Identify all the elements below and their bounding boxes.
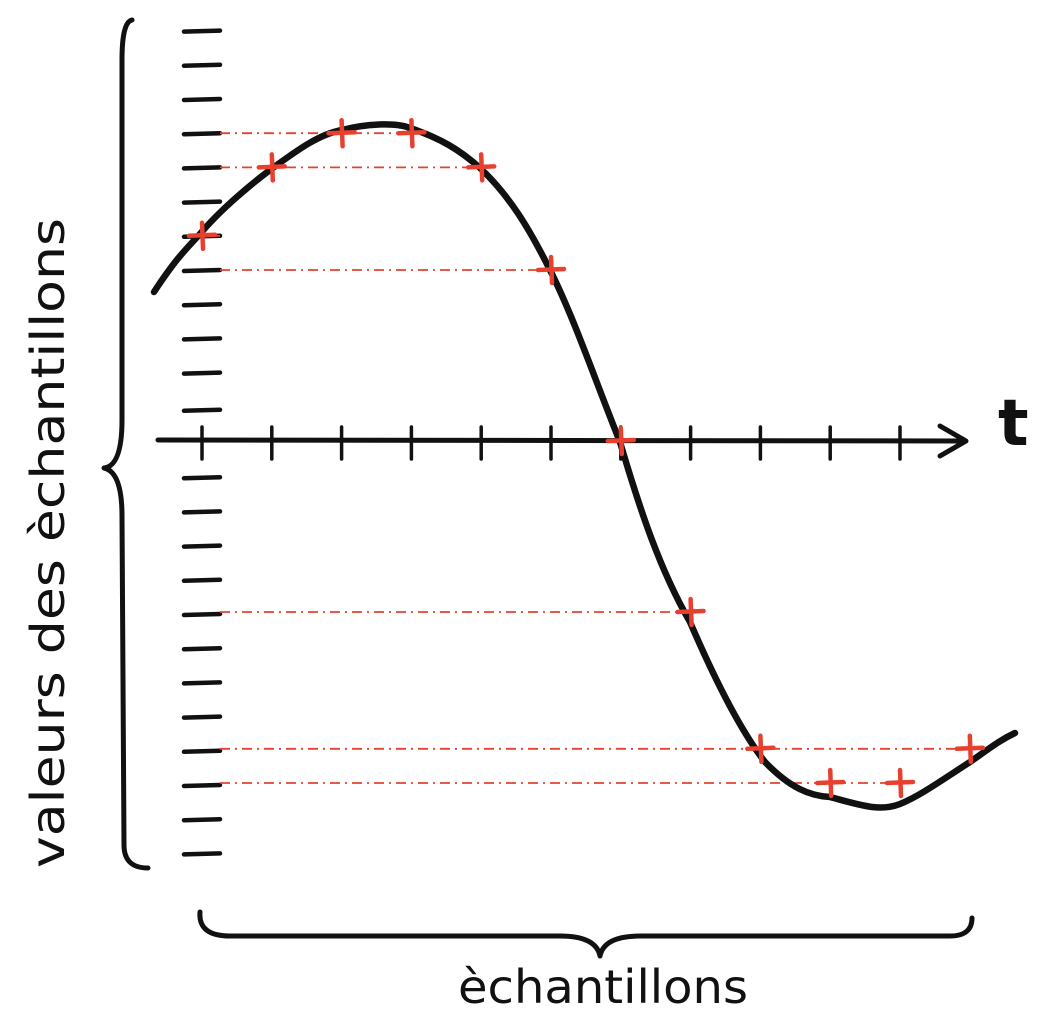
sample-marker	[814, 767, 846, 799]
t-axis-line	[155, 437, 965, 444]
y-tick	[181, 645, 223, 652]
y-tick	[181, 543, 223, 549]
y-tick	[181, 714, 223, 720]
signal-curve	[150, 121, 1019, 811]
sample-marker	[396, 117, 427, 149]
y-tick	[181, 165, 223, 171]
projection-lines	[202, 132, 970, 784]
sample-marker	[675, 596, 706, 628]
y-tick	[181, 407, 223, 414]
y-tick	[181, 301, 223, 308]
y-tick	[181, 62, 223, 69]
y-tick	[181, 130, 223, 137]
y-tick	[181, 577, 223, 584]
sample-marker	[884, 767, 916, 799]
sample-marker	[535, 254, 567, 286]
sample-marker	[605, 425, 637, 457]
sample-markers	[186, 117, 986, 799]
sample-marker	[326, 117, 357, 149]
y-tick	[181, 748, 223, 755]
y-tick	[181, 28, 223, 34]
t-axis-arrowhead	[937, 423, 969, 459]
y-tick	[181, 851, 223, 857]
sample-marker	[186, 220, 218, 252]
y-tick	[181, 816, 223, 823]
y-value-brace	[101, 17, 151, 871]
y-tick	[181, 267, 223, 274]
samples-label: èchantillons	[458, 960, 748, 1014]
y-tick	[181, 96, 223, 103]
y-tick	[181, 370, 223, 376]
y-tick	[181, 611, 223, 618]
y-tick	[181, 782, 223, 789]
sample-marker	[745, 733, 776, 765]
t-axis-ticks	[200, 425, 902, 461]
sample-marker	[256, 152, 288, 183]
y-values-label: valeurs des èchantillons	[21, 218, 75, 868]
t-axis-label: t	[998, 387, 1029, 461]
y-tick	[181, 199, 223, 205]
y-tick	[181, 509, 223, 515]
sample-marker	[954, 733, 986, 765]
y-tick	[181, 474, 223, 481]
y-tick	[181, 680, 223, 686]
x-sample-brace	[197, 909, 975, 959]
sample-marker	[465, 152, 497, 183]
y-tick	[181, 336, 223, 342]
